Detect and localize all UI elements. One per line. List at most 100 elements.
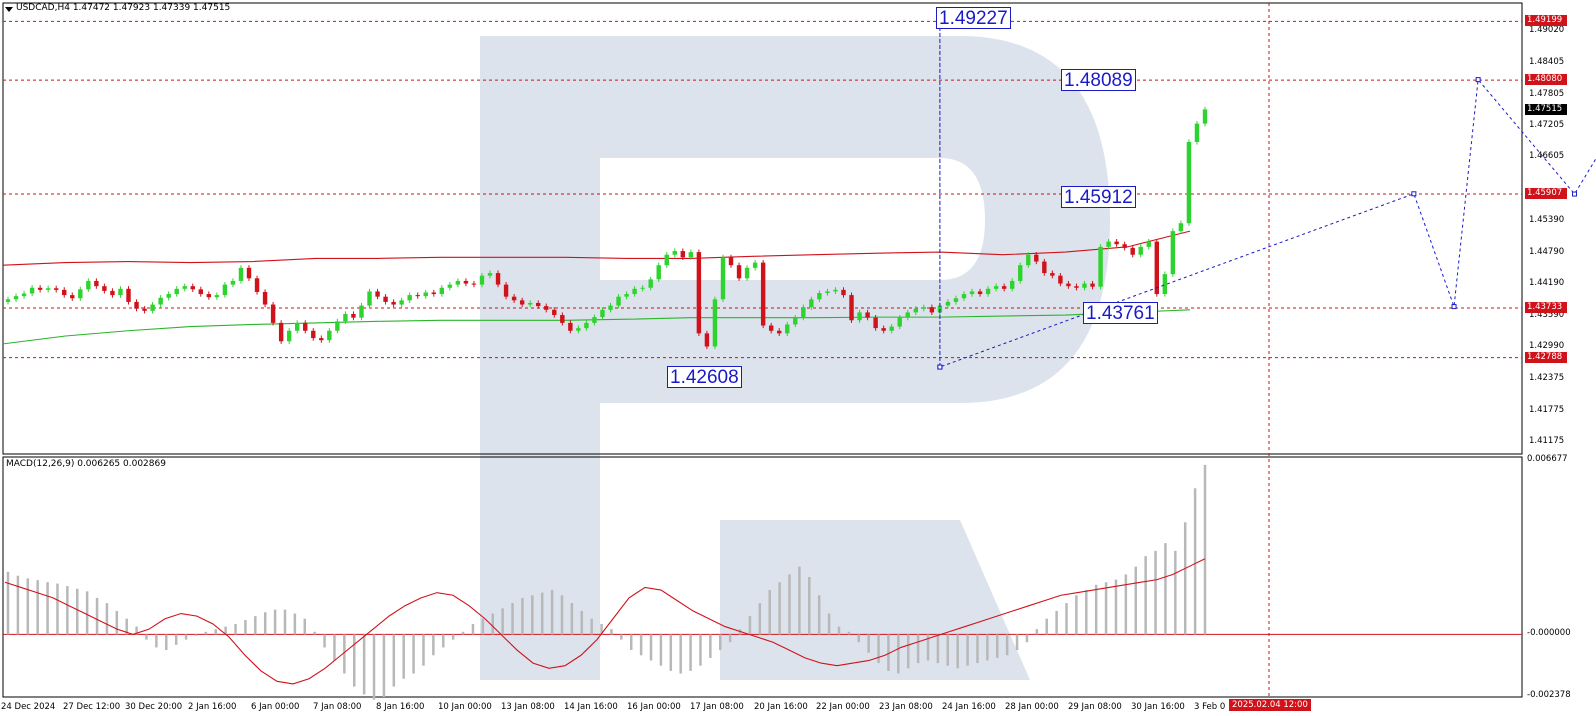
- time-axis-label: 7 Jan 08:00: [313, 702, 362, 712]
- price-axis-label: 1.41175: [1529, 436, 1565, 447]
- candle-body: [359, 305, 364, 318]
- horizontal-levels: [3, 20, 1522, 359]
- candle-body: [809, 299, 814, 308]
- candle-body: [881, 328, 886, 331]
- candle-body: [1098, 246, 1103, 287]
- candle-body: [664, 254, 669, 266]
- annotation-level-2[interactable]: 1.48089: [1061, 69, 1136, 91]
- candle-body: [720, 257, 726, 300]
- forecast-node: [1411, 191, 1417, 197]
- annotation-level-3[interactable]: 1.45912: [1061, 186, 1136, 208]
- forecast-node: [1451, 304, 1457, 310]
- candle-body: [463, 280, 469, 284]
- price-axis-label: 1.44790: [1529, 246, 1565, 257]
- candle-body: [1138, 246, 1143, 255]
- candle-body: [889, 326, 894, 331]
- annotation-target-high[interactable]: 1.49227: [936, 7, 1011, 29]
- time-axis-label: 6 Jan 00:00: [251, 702, 300, 712]
- candle-body: [294, 322, 300, 331]
- candle-body: [768, 325, 774, 331]
- candle-body: [945, 301, 951, 306]
- candle-body: [1146, 241, 1151, 247]
- time-axis-label: 28 Jan 00:00: [1005, 702, 1059, 712]
- price-axis-label: 1.42990: [1529, 341, 1565, 352]
- forecast-node: [1475, 77, 1481, 83]
- candle-body: [198, 289, 204, 295]
- candle-body: [455, 280, 461, 285]
- candle-body: [471, 283, 477, 285]
- candle-body: [45, 288, 51, 290]
- candle-body: [439, 287, 445, 295]
- candle-body: [286, 330, 292, 342]
- candle-body: [230, 280, 236, 285]
- candle-body: [53, 288, 59, 290]
- candle-body: [29, 287, 35, 294]
- candle-body: [62, 289, 67, 296]
- candle-body: [1122, 244, 1127, 248]
- candle-body: [905, 312, 910, 318]
- candle-body: [246, 267, 252, 279]
- time-axis-label: 24 Dec 2024: [1, 702, 56, 712]
- annotation-level-4[interactable]: 1.43761: [1083, 302, 1158, 324]
- time-axis-label: 16 Jan 00:00: [627, 702, 681, 712]
- macd-axis-label: 0.006677: [1527, 454, 1568, 465]
- candle-body: [1026, 254, 1031, 266]
- candle-body: [688, 252, 694, 258]
- candle-body: [343, 313, 348, 322]
- candle-body: [367, 291, 372, 306]
- price-tag: 1.45907: [1525, 188, 1567, 200]
- candle-body: [873, 317, 878, 329]
- candle-body: [913, 308, 919, 313]
- candle-body: [190, 286, 195, 290]
- candle-body: [897, 317, 902, 327]
- candle-body: [817, 293, 822, 300]
- candle-body: [1042, 261, 1047, 274]
- candle-body: [584, 322, 589, 329]
- time-axis-label: 20 Jan 16:00: [754, 702, 808, 712]
- watermark-leg-shape: [720, 520, 1030, 680]
- candlestick-series: [5, 106, 1208, 350]
- candle-body: [335, 321, 340, 331]
- time-highlight-tag: 2025.02.04 12:00: [1229, 699, 1311, 711]
- candle-body: [536, 302, 541, 307]
- chart-menu-triangle-icon[interactable]: [5, 7, 13, 12]
- candle-body: [696, 252, 702, 334]
- candle-body: [383, 296, 388, 302]
- candle-body: [238, 267, 244, 281]
- candle-body: [752, 262, 758, 268]
- chart-title: USDCAD,H4 1.47472 1.47923 1.47339 1.4751…: [16, 3, 231, 13]
- candle-body: [849, 295, 854, 321]
- candle-body: [134, 301, 139, 309]
- candle-body: [1114, 241, 1119, 245]
- candle-body: [993, 286, 999, 289]
- candle-body: [206, 294, 212, 298]
- candle-body: [479, 275, 485, 285]
- candle-body: [793, 317, 798, 325]
- time-axis-label: 24 Jan 16:00: [942, 702, 996, 712]
- price-tag: 1.48080: [1525, 74, 1567, 86]
- macd-signal-line: [4, 558, 1206, 685]
- candle-body: [777, 330, 782, 334]
- candle-body: [1202, 109, 1208, 124]
- candle-body: [278, 322, 284, 342]
- candle-body: [37, 287, 43, 290]
- candle-body: [640, 287, 645, 289]
- candle-body: [841, 289, 846, 296]
- candle-body: [977, 291, 983, 295]
- price-axis-label: 1.41775: [1529, 404, 1565, 415]
- macd-panel: [3, 464, 1522, 700]
- annotation-level-low[interactable]: 1.42608: [667, 366, 742, 388]
- price-axis-label: 1.49020: [1529, 24, 1565, 35]
- candle-body: [624, 294, 629, 297]
- forecast-node: [1572, 191, 1578, 197]
- candle-body: [1194, 123, 1200, 142]
- candle-body: [110, 290, 115, 296]
- candle-body: [857, 312, 862, 321]
- candle-body: [495, 273, 501, 285]
- time-axis-label: 22 Jan 00:00: [816, 702, 870, 712]
- candle-body: [785, 324, 790, 334]
- candle-body: [1154, 241, 1160, 295]
- candle-body: [969, 291, 975, 295]
- price-axis-label: 1.47805: [1529, 88, 1565, 99]
